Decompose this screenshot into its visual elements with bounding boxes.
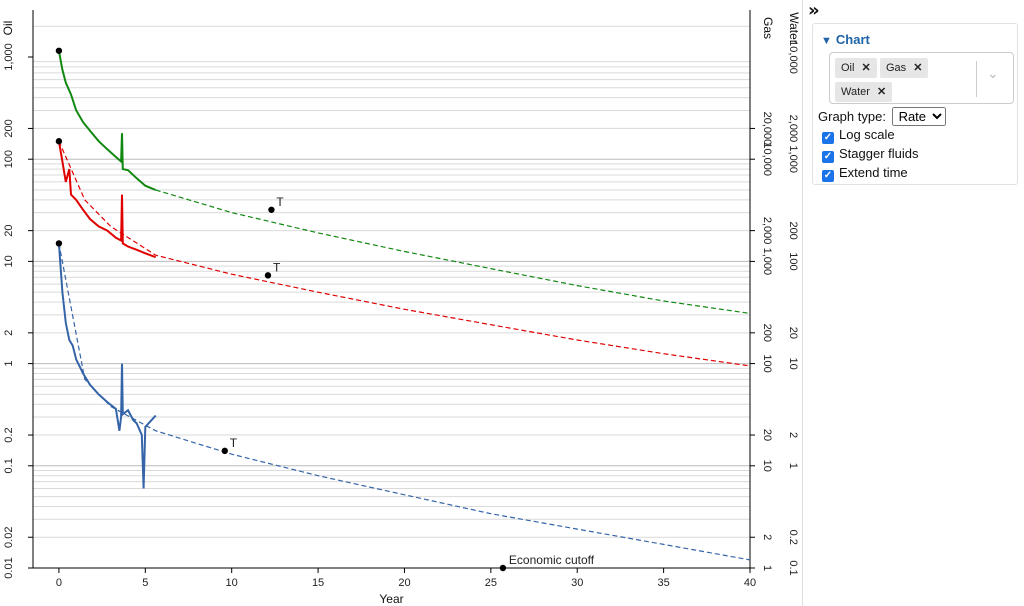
t-annotation: T — [276, 195, 284, 209]
y-tick-label-oil: 100 — [3, 150, 15, 168]
chevron-down-icon[interactable]: ⌄ — [987, 65, 999, 81]
water-history-line — [57, 141, 157, 259]
extend-time-label: Extend time — [839, 165, 908, 180]
y-tick-label-water: 2 — [787, 432, 799, 438]
extend-time-checkbox[interactable]: ✓ — [822, 170, 834, 182]
stagger-fluids-row[interactable]: ✓ Stagger fluids — [822, 146, 919, 163]
x-tick-label: 30 — [571, 577, 583, 589]
chart-settings-panel: ▼ Chart Oil ✕ Gas ✕ Water ✕ ⌄ Graph type: Ra… — [812, 23, 1018, 185]
collapse-panel-icon[interactable]: » — [808, 0, 820, 21]
y-tick-label-gas: 20,000 — [761, 112, 773, 146]
remove-gas-icon[interactable]: ✕ — [913, 62, 923, 74]
oil-start-marker — [55, 240, 63, 247]
multiselect-separator — [976, 61, 977, 97]
panel-divider — [802, 0, 803, 606]
chart-section-header[interactable]: ▼ Chart — [821, 32, 870, 47]
log-scale-checkbox[interactable]: ✓ — [822, 132, 834, 144]
y-axis-title-oil: Oil — [1, 21, 15, 36]
y-tick-label-gas: 1,000 — [761, 248, 773, 276]
log-scale-row[interactable]: ✓ Log scale — [822, 127, 895, 144]
y-tick-label-water: 100 — [787, 252, 799, 270]
x-tick-label: 15 — [312, 577, 324, 589]
y-tick-label-water: 10,000 — [787, 40, 799, 74]
y-tick-label-water: 20 — [787, 327, 799, 339]
y-tick-label-gas: 100 — [761, 354, 773, 372]
stagger-fluids-label: Stagger fluids — [839, 146, 919, 161]
gas-forecast-line — [155, 189, 751, 314]
y-axis-title-water: Water — [787, 12, 801, 44]
x-tick-label: 5 — [142, 577, 148, 589]
y-tick-label-gas: 10,000 — [761, 142, 773, 176]
y-tick-label-water: 0.2 — [787, 530, 799, 545]
y-tick-label-water: 0.1 — [787, 560, 799, 575]
y-tick-label-oil: 200 — [3, 119, 15, 137]
economic-cutoff-label: Economic cutoff — [509, 553, 595, 567]
fluid-chip-label: Oil — [841, 62, 855, 74]
y-tick-label-oil: 20 — [3, 225, 15, 237]
fluid-chip-label: Water — [841, 86, 870, 98]
oil-history-line — [57, 243, 157, 489]
t-annotation: T — [273, 260, 281, 274]
stagger-fluids-checkbox[interactable]: ✓ — [822, 151, 834, 163]
y-tick-label-oil: 0.2 — [3, 427, 15, 442]
x-tick-label: 25 — [485, 577, 497, 589]
y-tick-label-oil: 1 — [3, 361, 15, 367]
y-tick-label-oil: 0.02 — [3, 527, 15, 548]
y-tick-label-water: 1 — [787, 463, 799, 469]
graph-type-select[interactable]: Rate — [891, 107, 946, 126]
oil-t-marker — [221, 447, 228, 455]
x-tick-label: 10 — [226, 577, 238, 589]
extend-time-row[interactable]: ✓ Extend time — [822, 165, 908, 182]
y-tick-label-gas: 2 — [761, 534, 773, 540]
grid-lines — [33, 25, 750, 569]
decline-chart: 0 5 10 15 20 25 30 35 40Year0.010.020.10.2121020… — [1, 10, 801, 606]
y-tick-label-oil: 0.01 — [3, 557, 15, 578]
chart-section-title: Chart — [835, 32, 870, 47]
water-forecast-line — [58, 140, 751, 367]
y-tick-label-gas: 20 — [761, 429, 773, 441]
gas-t-marker — [268, 206, 275, 213]
y-tick-label-water: 1,000 — [787, 145, 799, 173]
graph-type-row: Graph type: Rate — [818, 107, 946, 126]
gas-history-line — [57, 50, 157, 191]
fluid-chip-label: Gas — [886, 62, 907, 74]
remove-water-icon[interactable]: ✕ — [876, 86, 887, 98]
water-t-marker — [264, 272, 272, 279]
y-tick-label-oil: 1,000 — [3, 43, 15, 71]
y-tick-label-oil: 0.1 — [3, 458, 15, 473]
x-tick-label: 35 — [657, 577, 669, 589]
y-tick-label-gas: 2,000 — [761, 217, 773, 245]
water-start-marker — [55, 138, 63, 145]
y-tick-label-water: 200 — [787, 221, 799, 239]
caret-down-icon: ▼ — [821, 35, 832, 47]
fluid-chip-water: Water ✕ — [835, 82, 893, 102]
fluid-chip-oil: Oil ✕ — [835, 58, 877, 78]
oil-forecast-line — [58, 243, 751, 561]
graph-type-label: Graph type: — [818, 109, 886, 124]
x-tick-label: 40 — [744, 577, 756, 589]
fluids-multiselect[interactable]: Oil ✕ Gas ✕ Water ✕ ⌄ — [829, 52, 1014, 104]
y-axis-title-gas: Gas — [761, 17, 775, 39]
economic-cutoff-marker — [499, 564, 507, 572]
y-tick-label-oil: 2 — [3, 330, 15, 336]
remove-oil-icon[interactable]: ✕ — [861, 62, 871, 74]
y-tick-label-water: 2,000 — [787, 115, 799, 143]
log-scale-label: Log scale — [839, 127, 895, 142]
x-tick-label: 20 — [398, 577, 410, 589]
x-tick-label: 0 — [56, 577, 62, 589]
y-tick-label-oil: 10 — [3, 255, 15, 267]
y-tick-label-gas: 200 — [761, 324, 773, 342]
t-annotation: T — [230, 436, 238, 450]
fluid-chip-gas: Gas ✕ — [880, 58, 929, 78]
x-axis-title: Year — [379, 592, 403, 606]
y-tick-label-gas: 1 — [761, 565, 773, 571]
gas-start-marker — [55, 47, 63, 54]
y-tick-label-gas: 10 — [761, 460, 773, 472]
y-tick-label-water: 10 — [787, 357, 799, 369]
